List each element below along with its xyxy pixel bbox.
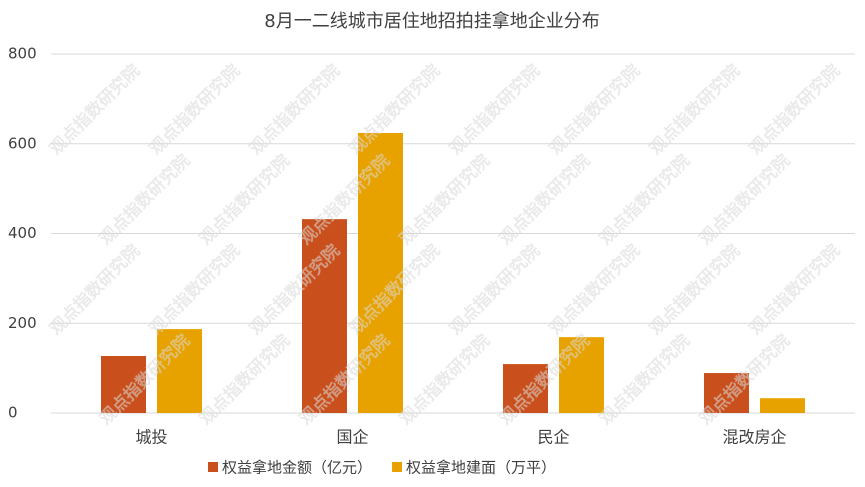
watermark: 观点指数研究院 [94, 150, 194, 250]
watermark: 观点指数研究院 [194, 330, 294, 430]
watermark: 观点指数研究院 [644, 60, 744, 160]
watermark: 观点指数研究院 [244, 60, 344, 160]
legend-swatch [208, 462, 218, 472]
bar [503, 364, 548, 413]
watermark: 观点指数研究院 [744, 240, 844, 340]
bar [302, 219, 347, 413]
bar [760, 398, 805, 413]
legend-label: 权益拿地金额（亿元） [222, 459, 372, 477]
bar [101, 356, 146, 413]
watermark: 观点指数研究院 [444, 240, 544, 340]
watermark: 观点指数研究院 [744, 60, 844, 160]
watermark: 观点指数研究院 [594, 330, 694, 430]
watermark: 观点指数研究院 [44, 60, 144, 160]
watermark: 观点指数研究院 [144, 240, 244, 340]
x-tick-label: 混改房企 [722, 428, 786, 447]
watermark: 观点指数研究院 [394, 150, 494, 250]
watermark: 观点指数研究院 [544, 60, 644, 160]
chart-title: 8月一二线城市居住地招拍挂拿地企业分布 [264, 10, 599, 32]
legend-swatch [392, 462, 403, 472]
bar [358, 132, 403, 414]
bar [704, 373, 749, 413]
y-tick-label: 400 [8, 224, 37, 242]
bar [157, 329, 202, 413]
watermark: 观点指数研究院 [544, 240, 644, 340]
y-tick-label: 200 [8, 314, 37, 332]
bar [559, 337, 604, 413]
watermark: 观点指数研究院 [594, 150, 694, 250]
y-tick-label: 0 [8, 404, 18, 422]
legend-label: 权益拿地建面（万平） [406, 459, 556, 477]
x-tick-label: 城投 [135, 428, 167, 447]
watermark: 观点指数研究院 [444, 60, 544, 160]
watermark: 观点指数研究院 [644, 240, 744, 340]
watermark: 观点指数研究院 [494, 150, 594, 250]
x-tick-label: 民企 [537, 428, 569, 447]
x-tick-label: 国企 [336, 428, 368, 447]
watermark: 观点指数研究院 [44, 240, 144, 340]
watermark: 观点指数研究院 [394, 330, 494, 430]
y-tick-label: 800 [8, 45, 37, 63]
watermark: 观点指数研究院 [144, 60, 244, 160]
y-tick-label: 600 [8, 134, 37, 152]
watermark: 观点指数研究院 [694, 150, 794, 250]
watermark: 观点指数研究院 [194, 150, 294, 250]
bars [101, 132, 805, 414]
